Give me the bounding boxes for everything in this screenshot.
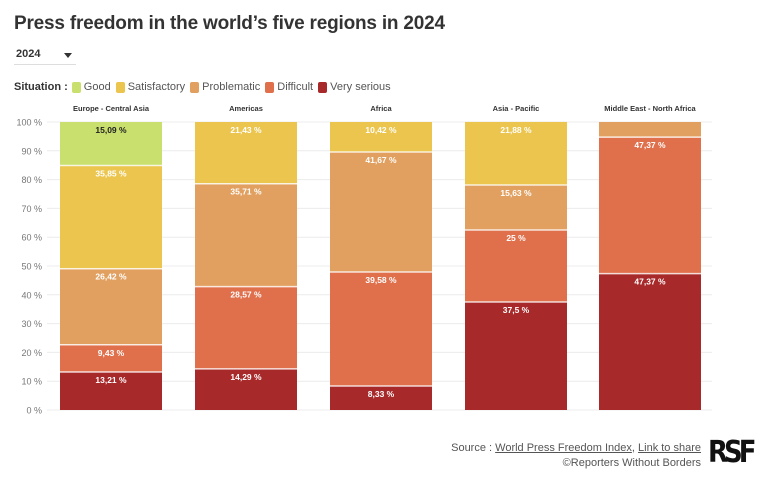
bar-segment [330, 272, 432, 387]
category-label: Middle East - North Africa [604, 104, 696, 113]
bar-segment [599, 122, 701, 138]
data-label: 47,37 % [634, 140, 666, 150]
legend-item-label: Good [83, 81, 111, 93]
legend-item-good[interactable]: Good [71, 81, 111, 93]
bar-segment [330, 386, 432, 410]
data-label: 26,42 % [95, 272, 127, 282]
y-tick-label: 0 % [26, 406, 42, 416]
legend-item-label: Very serious [330, 81, 391, 93]
data-label: 14,29 % [230, 372, 262, 382]
bar-segment [599, 137, 701, 274]
source-separator: , [631, 442, 635, 454]
y-tick-label: 80 % [21, 175, 42, 185]
legend-swatch-problematic [190, 81, 200, 93]
source-link[interactable]: World Press Freedom Index [495, 442, 632, 454]
data-label: 8,33 % [368, 389, 395, 399]
bar-segment [195, 286, 297, 369]
category-label: Africa [370, 104, 392, 113]
data-label: 9,43 % [98, 348, 125, 358]
category-label: Europe - Central Asia [73, 104, 150, 113]
data-label: 37,5 % [503, 305, 530, 315]
legend-swatch-very-serious [318, 81, 328, 93]
copyright: ©Reporters Without Borders [562, 457, 701, 469]
stacked-bar-chart: 0 % 10 % 20 % 30 % 40 % 50 % 60 % 70 % 80 % 90 % 1… [16, 104, 712, 416]
source-prefix: Source : [451, 442, 493, 454]
bar-segment [195, 368, 297, 410]
bar-segment [60, 371, 162, 410]
year-dropdown[interactable]: 2024 [14, 46, 76, 65]
bar-segment [195, 183, 297, 287]
legend-item-label: Problematic [202, 81, 261, 93]
legend-item-satisfactory[interactable]: Satisfactory [115, 81, 186, 93]
source-footer: Source : World Press Freedom Index, Link… [451, 441, 701, 471]
y-tick-label: 100 % [16, 118, 42, 128]
data-label: 15,63 % [500, 188, 532, 198]
year-dropdown-value: 2024 [16, 48, 41, 60]
bar-segment [195, 122, 297, 184]
bar-segment [60, 344, 162, 372]
bar-segment [465, 230, 567, 302]
chevron-down-icon [64, 53, 72, 58]
data-label: 25 % [506, 233, 526, 243]
legend-item-label: Satisfactory [127, 81, 186, 93]
legend-item-very-serious[interactable]: Very serious [318, 81, 391, 93]
bar-segment [465, 184, 567, 230]
category-label: Americas [229, 104, 263, 113]
data-label: 10,42 % [365, 125, 397, 135]
chart-title: Press freedom in the world’s five region… [14, 13, 445, 34]
legend-item-difficult[interactable]: Difficult [265, 81, 313, 93]
bar-segment [330, 122, 432, 153]
data-label: 35,71 % [230, 187, 262, 197]
rsf-logo: RSF [708, 435, 756, 471]
data-label: 13,21 % [95, 375, 127, 385]
share-link[interactable]: Link to share [638, 442, 701, 454]
bar-segment [60, 165, 162, 269]
data-label: 28,57 % [230, 290, 262, 300]
y-tick-label: 70 % [21, 204, 42, 214]
y-tick-label: 90 % [21, 146, 42, 156]
category-label: Asia - Pacific [493, 104, 540, 113]
y-tick-label: 20 % [21, 348, 42, 358]
legend-item-label: Difficult [277, 81, 314, 93]
data-label: 21,88 % [500, 125, 532, 135]
data-label: 21,43 % [230, 125, 262, 135]
legend: Situation : Good Satisfactory Problemati… [14, 81, 396, 93]
legend-item-problematic[interactable]: Problematic [190, 81, 260, 93]
y-tick-label: 10 % [21, 377, 42, 387]
bar-segment [60, 268, 162, 345]
bar-segment [330, 152, 432, 273]
bar-segment [465, 121, 567, 185]
legend-swatch-difficult [265, 81, 275, 93]
y-tick-label: 50 % [21, 262, 42, 272]
data-label: 41,67 % [365, 155, 397, 165]
data-label: 39,58 % [365, 275, 397, 285]
data-label: 47,37 % [634, 277, 666, 287]
bar-segment [60, 122, 162, 166]
data-label: 15,09 % [95, 125, 127, 135]
legend-swatch-satisfactory [115, 81, 125, 93]
bar-segment [599, 273, 701, 410]
y-tick-label: 60 % [21, 233, 42, 243]
data-label: 35,85 % [95, 168, 127, 178]
legend-swatch-good [71, 81, 81, 93]
bar-segment [465, 302, 567, 410]
y-tick-label: 40 % [21, 290, 42, 300]
legend-label: Situation : [14, 81, 68, 93]
y-tick-label: 30 % [21, 319, 42, 329]
